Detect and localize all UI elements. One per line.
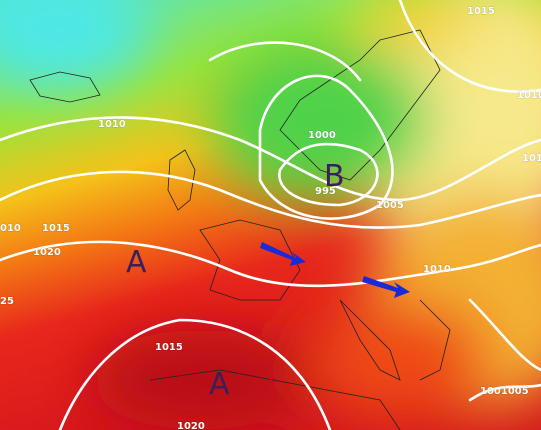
isobar-label: 1005 <box>376 200 404 211</box>
isobar-label: 1020 <box>177 421 205 430</box>
coastlines <box>29 29 451 430</box>
pressure-system-label: A <box>209 367 230 402</box>
isobar-label: 25 <box>0 296 14 307</box>
isobar-label: 1010 <box>522 153 541 164</box>
wind-arrows <box>260 242 410 298</box>
isobar-label: 1010 <box>98 119 126 130</box>
isobar-label: 1020 <box>33 247 61 258</box>
isobar-label: 010 <box>0 223 21 234</box>
isobar-label: 1010 <box>517 90 541 101</box>
isobar-label: 995 <box>315 186 336 197</box>
isobar-label: 1010 <box>423 264 451 275</box>
isobar-label: 1001005 <box>480 386 529 397</box>
isobar-label: 1015 <box>155 342 183 353</box>
isobar-label: 1015 <box>467 6 495 17</box>
pressure-system-label: B <box>324 159 345 194</box>
isobar-label: 1015 <box>42 223 70 234</box>
pressure-system-label: A <box>126 245 147 280</box>
isobar-label: 1000 <box>308 130 336 141</box>
labels: 1015 1010 1010 1010 1000 995 1005 1010 1015 1020 0… <box>0 6 541 430</box>
